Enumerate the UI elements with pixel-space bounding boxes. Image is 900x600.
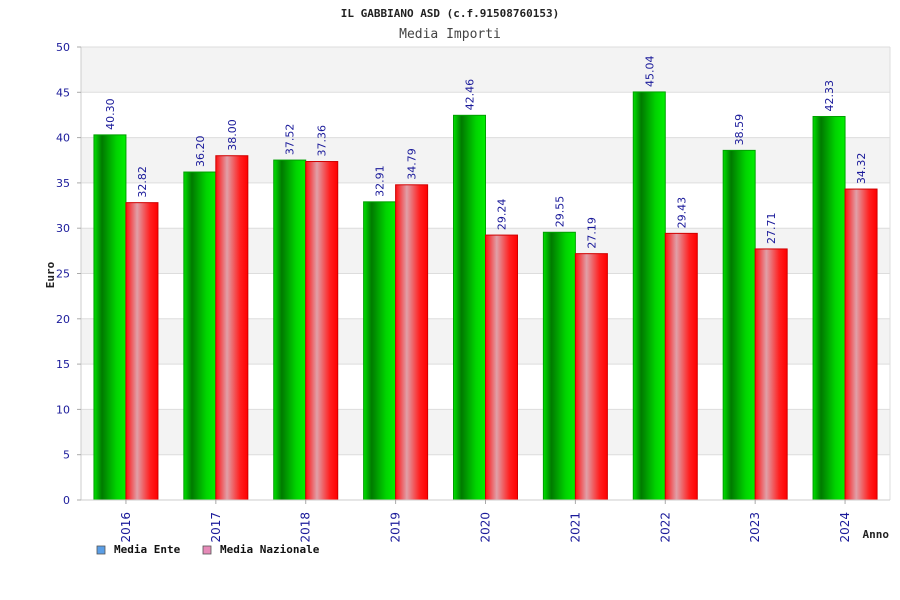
bar-ente-2019 bbox=[363, 201, 397, 501]
y-tick-label: 50 bbox=[56, 41, 70, 54]
value-label: 42.33 bbox=[823, 80, 836, 112]
bar-ente-2023 bbox=[722, 149, 756, 501]
y-tick-label: 45 bbox=[56, 86, 70, 99]
value-label: 29.24 bbox=[496, 199, 509, 231]
bar-nazionale-2023 bbox=[754, 248, 788, 501]
bar-nazionale-2017 bbox=[215, 155, 249, 501]
chart-title: IL GABBIANO ASD (c.f.91508760153) bbox=[341, 7, 560, 20]
x-tick-label: 2016 bbox=[119, 512, 133, 543]
y-tick-labels: 0 5 10 15 20 25 30 35 40 45 50 bbox=[56, 41, 70, 507]
value-label: 34.79 bbox=[406, 148, 419, 180]
bar-nazionale-2016 bbox=[125, 202, 159, 501]
value-label: 38.59 bbox=[733, 114, 746, 146]
bar-nazionale-2024 bbox=[844, 188, 878, 501]
bar-ente-2018 bbox=[273, 159, 307, 501]
value-label: 37.36 bbox=[316, 125, 329, 157]
x-tick-label: 2019 bbox=[389, 512, 403, 543]
y-tick-label: 30 bbox=[56, 222, 70, 235]
value-label: 38.00 bbox=[226, 119, 239, 150]
value-label: 40.30 bbox=[104, 98, 117, 130]
legend-swatch-ente bbox=[96, 545, 106, 555]
value-labels: 40.30 32.82 36.20 38.00 37.52 37.36 32.91 34.79… bbox=[104, 55, 868, 248]
value-label: 27.19 bbox=[585, 217, 598, 249]
x-tick-labels: 2016 2017 2018 2019 2020 2021 2022 2023 2024 bbox=[119, 512, 852, 543]
value-label: 32.82 bbox=[136, 166, 149, 198]
bar-ente-2020 bbox=[453, 114, 486, 501]
value-label: 34.32 bbox=[855, 153, 868, 185]
y-axis-title: Euro bbox=[44, 261, 57, 288]
chart-subtitle: Media Importi bbox=[399, 27, 501, 42]
bar-nazionale-2021 bbox=[574, 253, 608, 501]
y-tick-label: 35 bbox=[56, 177, 70, 190]
value-label: 29.55 bbox=[553, 196, 566, 228]
y-tick-label: 25 bbox=[56, 268, 70, 281]
x-tick-label: 2020 bbox=[479, 512, 493, 543]
bar-ente-2024 bbox=[812, 115, 846, 501]
x-tick-label: 2017 bbox=[209, 512, 223, 543]
y-tick-label: 5 bbox=[63, 449, 70, 462]
value-label: 42.46 bbox=[464, 79, 477, 111]
bar-ente-2016 bbox=[93, 134, 127, 501]
x-axis-title: Anno bbox=[863, 528, 890, 541]
x-tick-label: 2022 bbox=[658, 512, 672, 543]
axes bbox=[77, 46, 891, 504]
y-tick-label: 20 bbox=[56, 313, 70, 326]
legend-label-ente: Media Ente bbox=[114, 543, 181, 556]
bar-ente-2022 bbox=[632, 91, 666, 501]
legend: Media Ente Media Nazionale bbox=[96, 543, 320, 556]
y-tick-label: 0 bbox=[63, 494, 70, 507]
grid-band bbox=[81, 47, 890, 93]
value-label: 32.91 bbox=[374, 165, 387, 197]
bar-ente-2021 bbox=[542, 231, 576, 501]
x-tick-label: 2023 bbox=[748, 512, 762, 543]
bar-ente-2017 bbox=[183, 171, 217, 501]
bars bbox=[93, 91, 878, 501]
bar-nazionale-2018 bbox=[305, 161, 339, 501]
legend-label-nazionale: Media Nazionale bbox=[220, 543, 320, 556]
value-label: 37.52 bbox=[284, 124, 297, 156]
y-tick-label: 15 bbox=[56, 358, 70, 371]
value-label: 27.71 bbox=[765, 212, 778, 244]
x-tick-label: 2024 bbox=[838, 512, 852, 543]
x-tick-label: 2021 bbox=[568, 512, 582, 543]
bar-nazionale-2022 bbox=[664, 232, 698, 501]
value-label: 36.20 bbox=[194, 136, 207, 168]
x-tick-label: 2018 bbox=[299, 512, 313, 543]
y-tick-label: 40 bbox=[56, 132, 70, 145]
value-label: 45.04 bbox=[643, 55, 656, 87]
legend-swatch-nazionale bbox=[202, 545, 212, 555]
bar-nazionale-2019 bbox=[395, 184, 429, 501]
bar-nazionale-2020 bbox=[485, 234, 518, 501]
y-tick-label: 10 bbox=[56, 403, 70, 416]
value-label: 29.43 bbox=[675, 197, 688, 229]
